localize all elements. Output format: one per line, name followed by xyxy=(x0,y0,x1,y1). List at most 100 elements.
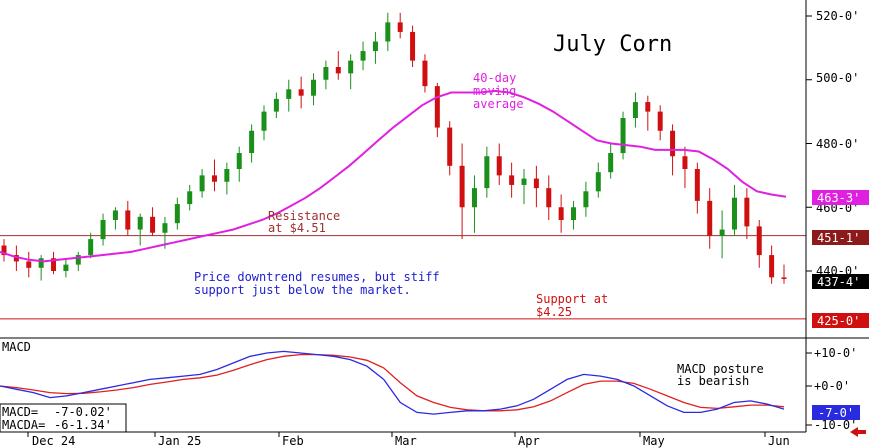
price-axis: 520-0' 500-0' 480-0' 460-0' 440-0' 463-3… xyxy=(805,0,869,338)
candle-body xyxy=(756,226,762,256)
resistance-annotation-line-1: Resistance xyxy=(268,209,340,223)
candle-body xyxy=(422,60,428,87)
support-value-badge xyxy=(812,313,869,328)
candle-body xyxy=(75,255,81,265)
candle-body xyxy=(781,277,787,279)
macda-line xyxy=(0,353,785,412)
macd-line xyxy=(0,350,785,415)
macd-readout-value: -7-0.02' xyxy=(54,405,112,419)
comment-line-1: Price downtrend resumes, but stiff xyxy=(194,270,440,284)
candle-body xyxy=(112,210,118,220)
candle-body xyxy=(484,156,490,189)
macda-readout-value: -6-1.34' xyxy=(54,418,112,432)
candle-body xyxy=(174,204,180,224)
candle-body xyxy=(744,197,750,227)
macd-title: MACD xyxy=(2,340,31,354)
candle-body xyxy=(261,111,267,131)
candle-body xyxy=(731,197,737,230)
arrow-left-icon[interactable] xyxy=(850,427,866,437)
candle-body xyxy=(608,153,614,173)
support-annotation-line-1: Support at xyxy=(536,292,608,306)
price-panel: July Corn 40-day moving average Resistan… xyxy=(0,12,806,320)
candle-body xyxy=(199,175,205,192)
comment-line-2: support just below the market. xyxy=(194,283,411,297)
ma-annotation-line-3: average xyxy=(473,97,524,111)
macd-value-badge xyxy=(812,405,860,420)
price-tick-label: 500-0' xyxy=(816,71,859,85)
time-axis: Dec 24 Jan 25 Feb Mar Apr May Jun xyxy=(0,431,806,448)
macd-tick-label: -10-0' xyxy=(814,418,857,432)
support-annotation-line-2: $4.25 xyxy=(536,305,572,319)
macd-tick-label: +10-0' xyxy=(814,346,857,360)
candle-body xyxy=(26,261,32,268)
candle-body xyxy=(125,210,131,230)
candle-body xyxy=(335,67,341,74)
candle-body xyxy=(632,102,638,118)
macd-annotation-line-1: MACD posture xyxy=(677,362,764,376)
candle-body xyxy=(583,191,589,208)
candle-body xyxy=(434,86,440,128)
time-tick-label: Feb xyxy=(282,434,304,448)
candle-body xyxy=(397,22,403,32)
resistance-value-label: 451-1' xyxy=(817,231,860,245)
candle-body xyxy=(682,156,688,169)
candle-body xyxy=(620,118,626,154)
last-price-label: 437-4' xyxy=(817,275,860,289)
candle-body xyxy=(385,22,391,42)
price-axis-ticks xyxy=(806,15,812,272)
candle-body xyxy=(38,258,44,268)
candle-body xyxy=(51,258,57,271)
time-tick-label: Mar xyxy=(395,434,417,448)
macda-readout-label: MACDA= xyxy=(2,418,45,432)
ma-annotation-line-1: 40-day xyxy=(473,71,516,85)
candle-body xyxy=(150,216,156,233)
candle-body xyxy=(137,216,143,230)
time-tick-label: Dec 24 xyxy=(32,434,75,448)
candle-body xyxy=(769,255,775,278)
resistance-value-badge xyxy=(812,230,869,245)
macd-value-label: -7-0' xyxy=(818,406,854,420)
candle-body xyxy=(211,175,217,182)
candle-body xyxy=(63,264,69,271)
candle-body xyxy=(459,165,465,208)
time-tick-label: Jun xyxy=(768,434,790,448)
time-tick-label: May xyxy=(643,434,665,448)
candle-body xyxy=(372,41,378,52)
candle-body xyxy=(471,188,477,208)
candle-body xyxy=(657,111,663,131)
candle-body xyxy=(224,169,230,182)
macd-axis: +10-0' +0-0' -10-0' -7-0' xyxy=(805,338,860,432)
candle-body xyxy=(249,130,255,154)
candle-body xyxy=(348,60,354,74)
candle-body xyxy=(521,178,527,185)
candle-body xyxy=(410,31,416,61)
ma-value-label: 463-3' xyxy=(817,191,860,205)
candle-body xyxy=(645,102,651,112)
time-tick-label: Jan 25 xyxy=(158,434,201,448)
price-tick-label: 520-0' xyxy=(816,9,859,23)
last-price-badge xyxy=(812,274,869,289)
macd-readout-label: MACD= xyxy=(2,405,38,419)
moving-average-line xyxy=(0,89,787,263)
resistance-annotation-line-2: at $4.51 xyxy=(268,221,326,235)
support-value-label: 425-0' xyxy=(817,314,860,328)
candle-body xyxy=(496,156,502,176)
candle-body xyxy=(571,207,577,220)
candle-body xyxy=(286,89,292,99)
candle-body xyxy=(13,255,19,262)
candle-body xyxy=(187,191,193,205)
candle-body xyxy=(100,220,106,240)
macd-tick-label: +0-0' xyxy=(814,379,850,393)
time-axis-ticks xyxy=(27,432,766,437)
candle-body xyxy=(558,207,564,220)
price-tick-label: 480-0' xyxy=(816,137,859,151)
candle-body xyxy=(719,229,725,236)
candle-body xyxy=(595,172,601,192)
candle-body xyxy=(273,98,279,112)
candle-body xyxy=(323,67,329,80)
macd-panel: MACD MACD posture is bearish MACD= -7-0.… xyxy=(0,340,785,433)
candle-body xyxy=(162,223,168,233)
candle-body xyxy=(1,245,7,256)
candle-body xyxy=(88,239,94,256)
